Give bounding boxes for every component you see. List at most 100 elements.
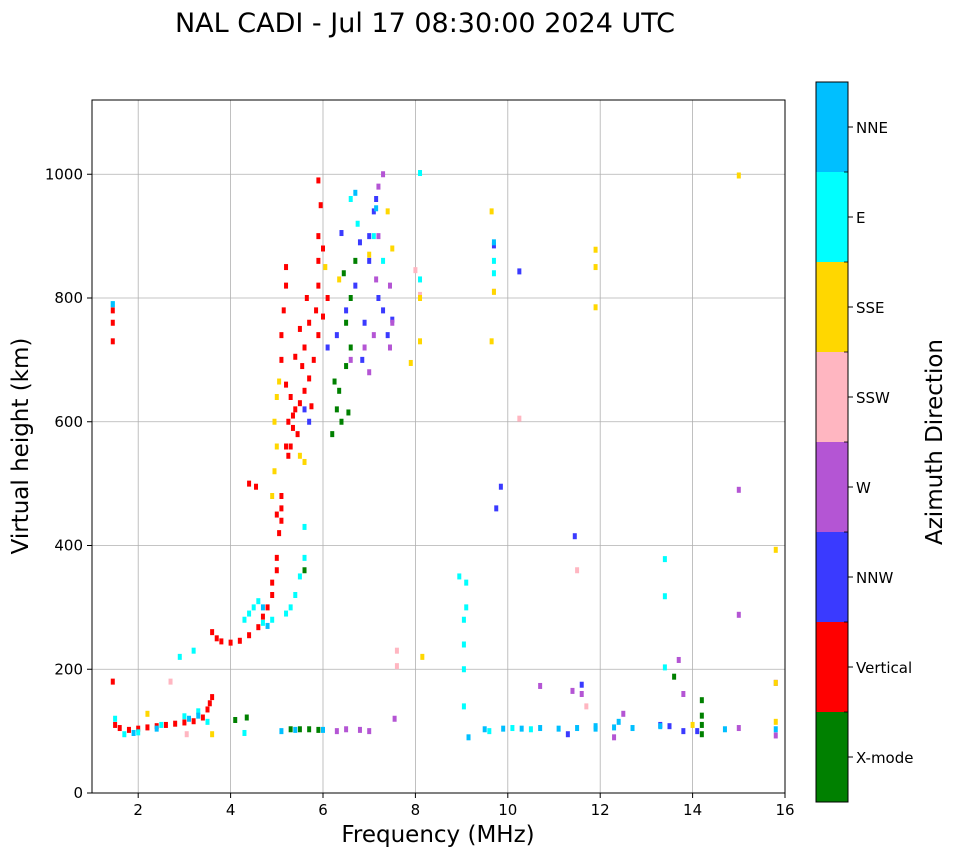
data-point	[593, 264, 598, 271]
data-point	[736, 172, 741, 179]
data-point	[290, 412, 295, 419]
data-point	[293, 726, 298, 733]
data-point	[214, 635, 219, 642]
series-nne	[110, 189, 778, 741]
data-point	[346, 409, 351, 416]
data-point	[316, 332, 321, 339]
y-axis-label: Virtual height (km)	[8, 338, 34, 555]
data-point	[374, 196, 379, 202]
chart-title: NAL CADI - Jul 17 08:30:00 2024 UTC	[175, 8, 675, 39]
data-point	[773, 718, 778, 725]
x-tick-label: 10	[498, 801, 517, 819]
series-x-mode	[233, 257, 704, 738]
data-point	[270, 579, 275, 586]
data-point	[376, 183, 381, 190]
data-point	[207, 700, 212, 707]
data-point	[302, 458, 307, 465]
data-point	[272, 468, 277, 475]
data-point	[491, 242, 496, 249]
data-point	[145, 710, 150, 717]
data-point	[281, 307, 286, 314]
data-point	[314, 307, 319, 314]
x-tick-label: 2	[133, 801, 143, 819]
data-point	[662, 593, 667, 600]
data-point	[418, 170, 423, 177]
data-point	[110, 338, 115, 345]
colorbar-segment	[816, 262, 848, 352]
data-points	[110, 170, 778, 741]
data-point	[418, 291, 423, 298]
data-point	[517, 415, 522, 422]
data-point	[325, 295, 330, 301]
data-point	[302, 344, 307, 351]
data-point	[461, 616, 466, 623]
data-point	[270, 592, 275, 598]
data-point	[279, 728, 284, 735]
data-point	[173, 720, 178, 727]
data-point	[344, 363, 349, 370]
data-point	[371, 332, 376, 339]
data-point	[300, 363, 305, 370]
data-point	[390, 316, 395, 323]
data-point	[612, 724, 617, 731]
data-point	[579, 691, 584, 697]
data-point	[344, 726, 349, 733]
data-point	[309, 403, 314, 410]
colorbar-tick-label: Vertical	[856, 659, 912, 677]
data-point	[612, 734, 617, 741]
data-point	[304, 295, 309, 301]
data-point	[163, 721, 168, 728]
data-point	[293, 592, 298, 598]
series-ssw	[168, 267, 589, 738]
series-nnw	[302, 196, 700, 738]
data-point	[461, 641, 466, 648]
data-point	[339, 418, 344, 425]
data-point	[247, 632, 252, 639]
data-point	[184, 731, 189, 738]
data-point	[284, 610, 289, 617]
data-point	[154, 725, 159, 732]
data-point	[584, 703, 589, 710]
data-point	[538, 682, 543, 689]
data-point	[667, 723, 672, 730]
data-point	[145, 724, 150, 731]
data-point	[196, 708, 201, 715]
data-point	[272, 418, 277, 425]
data-point	[330, 431, 335, 438]
data-point	[260, 619, 265, 626]
data-point	[288, 394, 293, 400]
data-point	[357, 239, 362, 246]
data-point	[341, 270, 346, 277]
data-point	[228, 639, 233, 646]
data-point	[681, 691, 686, 697]
data-point	[528, 726, 533, 733]
colorbar-label: Azimuth Direction	[922, 339, 948, 545]
data-point	[196, 712, 201, 719]
colorbar-segment	[816, 352, 848, 442]
plot-frame	[91, 99, 786, 794]
data-point	[348, 356, 353, 363]
data-point	[367, 251, 372, 258]
data-point	[279, 332, 284, 339]
data-point	[672, 673, 677, 680]
data-point	[302, 387, 307, 394]
colorbar-segment	[816, 712, 848, 802]
data-point	[482, 726, 487, 733]
data-point	[353, 282, 358, 289]
data-point	[288, 604, 293, 611]
data-point	[494, 505, 499, 512]
data-point	[722, 726, 727, 733]
data-point	[117, 725, 122, 732]
colorbar-tick-label: SSW	[856, 389, 890, 407]
data-point	[457, 573, 462, 580]
data-point	[274, 554, 279, 561]
data-point	[575, 725, 580, 732]
data-point	[332, 378, 337, 385]
data-point	[279, 517, 284, 524]
data-point	[233, 716, 238, 723]
x-tick-label: 4	[226, 801, 236, 819]
data-point	[260, 613, 265, 620]
data-point	[464, 579, 469, 586]
data-point	[297, 573, 302, 580]
data-point	[277, 530, 282, 537]
